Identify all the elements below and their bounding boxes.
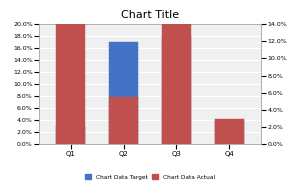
Title: Chart Title: Chart Title [121, 11, 179, 21]
Bar [215, 120, 244, 144]
Bar [162, 36, 191, 144]
Bar [109, 97, 138, 144]
Bar [109, 42, 138, 144]
Bar [56, 0, 85, 144]
Legend: Chart Data Target, Chart Data Actual: Chart Data Target, Chart Data Actual [83, 172, 217, 182]
Bar [162, 24, 191, 144]
Bar [56, 126, 85, 144]
Bar [215, 119, 244, 144]
